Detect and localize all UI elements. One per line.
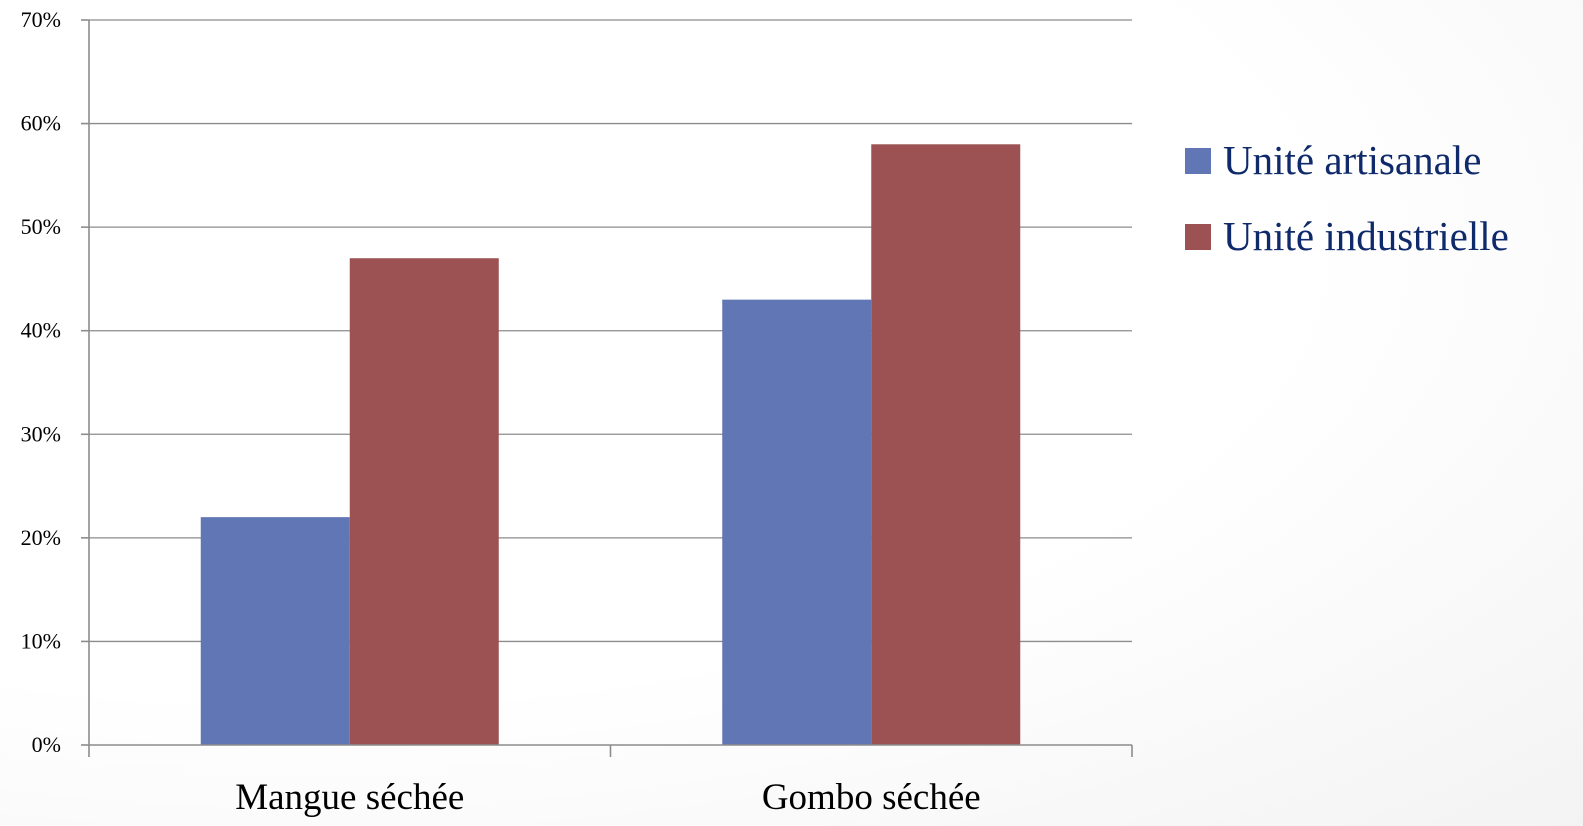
y-tick-label: 50% xyxy=(21,214,61,239)
bar xyxy=(871,144,1021,746)
axis-labels: 0% 10% 20% 30% 40% 50% 60% 70% Mangue séchée Gomb… xyxy=(21,7,981,818)
axes xyxy=(81,19,1133,757)
y-tick-label: 0% xyxy=(32,732,61,757)
legend-swatch xyxy=(1185,148,1211,174)
y-tick-label: 60% xyxy=(21,111,61,136)
bar xyxy=(200,517,350,745)
y-tick-label: 30% xyxy=(21,421,61,446)
y-tick-label: 70% xyxy=(21,7,61,32)
bars xyxy=(200,144,1021,746)
bar xyxy=(349,258,499,745)
x-category-label: Gombo séchée xyxy=(762,777,981,818)
y-tick-label: 10% xyxy=(21,628,61,653)
y-tick-label: 20% xyxy=(21,525,61,550)
bar xyxy=(722,299,872,745)
legend-label: Unité industrielle xyxy=(1223,213,1509,259)
legend: Unité artisanale Unité industrielle xyxy=(1185,137,1509,259)
legend-label: Unité artisanale xyxy=(1223,137,1481,183)
legend-swatch xyxy=(1185,224,1211,250)
y-tick-label: 40% xyxy=(21,318,61,343)
x-category-label: Mangue séchée xyxy=(235,777,464,818)
